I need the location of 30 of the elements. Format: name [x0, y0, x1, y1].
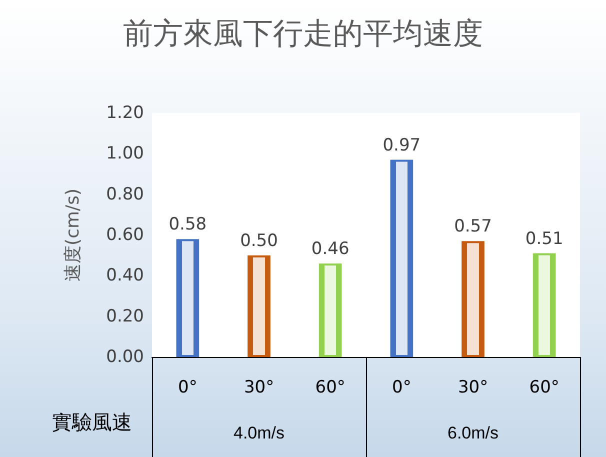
bar	[248, 255, 270, 357]
bar	[318, 263, 342, 357]
y-axis-title: 速度(cm/s)	[62, 188, 84, 282]
bar	[390, 160, 414, 357]
data-label: 0.58	[168, 214, 207, 235]
x-tick-label: 60°	[315, 378, 346, 398]
x-tick-label: 0°	[178, 378, 198, 398]
y-tick-label: 1.00	[106, 144, 144, 164]
x-tick-label: 60°	[529, 378, 560, 398]
y-tick-label: 0.20	[106, 306, 144, 326]
y-tick-label: 0.80	[106, 184, 144, 204]
data-label: 0.57	[454, 216, 492, 237]
x-tick-label: 30°	[244, 378, 274, 398]
y-tick-label: 0.40	[106, 266, 144, 286]
data-label: 0.51	[525, 228, 564, 249]
x-tick-label: 0°	[392, 378, 412, 398]
y-tick-label: 1.20	[106, 103, 144, 123]
bar	[176, 239, 200, 357]
data-label: 0.46	[311, 238, 350, 259]
x-axis-title: 實驗風速	[52, 410, 132, 434]
data-label: 0.50	[240, 230, 278, 251]
data-label: 0.97	[382, 135, 421, 156]
bar	[532, 253, 556, 357]
text: 4.0m/s	[233, 424, 285, 442]
y-tick-label: 0.60	[106, 225, 144, 245]
y-tick-label: 0.00	[106, 347, 144, 367]
x-tick-label: 30°	[458, 378, 488, 398]
text: 6.0m/s	[447, 424, 499, 442]
chart-title: 前方來風下行走的平均速度	[123, 16, 483, 52]
bar	[462, 241, 484, 357]
